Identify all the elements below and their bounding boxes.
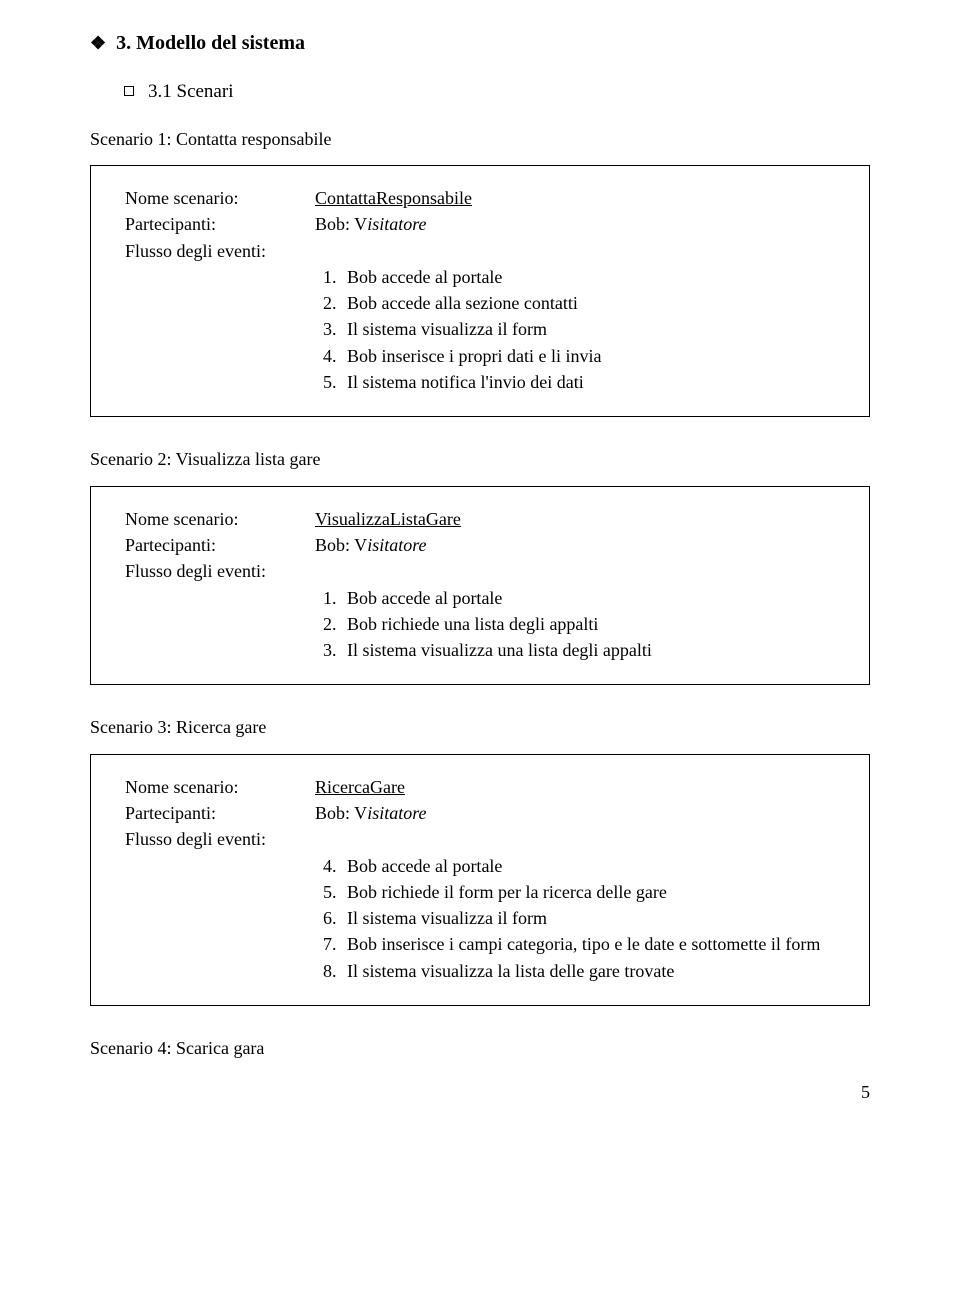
diamond-icon: ❖: [90, 31, 106, 55]
scenario-2-title: Scenario 2: Visualizza lista gare: [90, 447, 870, 471]
label-nome-scenario: Nome scenario:: [125, 775, 315, 799]
table-row: Nome scenario: ContattaResponsabile: [125, 186, 841, 210]
list-item: Bob richiede il form per la ricerca dell…: [341, 880, 841, 904]
table-row: Partecipanti: Bob: Visitatore: [125, 212, 841, 236]
table-row: Flusso degli eventi:: [125, 827, 841, 851]
scenario-3-steps: Bob accede al portale Bob richiede il fo…: [315, 854, 841, 983]
page-number: 5: [90, 1080, 870, 1104]
list-item: Bob inserisce i campi categoria, tipo e …: [341, 932, 841, 956]
section-heading-text: 3. Modello del sistema: [116, 32, 305, 54]
list-item: Il sistema visualizza il form: [341, 317, 841, 341]
list-item: Bob accede al portale: [341, 586, 841, 610]
label-partecipanti: Partecipanti:: [125, 533, 315, 557]
scenario-2-steps: Bob accede al portale Bob richiede una l…: [315, 586, 841, 663]
label-flusso: Flusso degli eventi:: [125, 239, 315, 263]
list-item: Il sistema visualizza il form: [341, 906, 841, 930]
table-row: Flusso degli eventi:: [125, 239, 841, 263]
label-nome-scenario: Nome scenario:: [125, 186, 315, 210]
table-row: Partecipanti: Bob: Visitatore: [125, 533, 841, 557]
scenario-3-title: Scenario 3: Ricerca gare: [90, 715, 870, 739]
list-item: Bob accede al portale: [341, 854, 841, 878]
scenario-1-name: ContattaResponsabile: [315, 186, 841, 210]
scenario-3-name: RicercaGare: [315, 775, 841, 799]
list-item: Bob richiede una lista degli appalti: [341, 612, 841, 636]
scenario-3-participant: Bob: Visitatore: [315, 801, 841, 825]
list-item: Bob inserisce i propri dati e li invia: [341, 344, 841, 368]
scenario-2-box: Nome scenario: VisualizzaListaGare Parte…: [90, 486, 870, 686]
subsection-heading: 3.1 Scenari: [124, 79, 870, 105]
label-partecipanti: Partecipanti:: [125, 212, 315, 236]
scenario-3-box: Nome scenario: RicercaGare Partecipanti:…: [90, 754, 870, 1006]
scenario-1-steps: Bob accede al portale Bob accede alla se…: [315, 265, 841, 394]
subsection-text: 3.1 Scenari: [148, 81, 233, 102]
table-row: Nome scenario: VisualizzaListaGare: [125, 507, 841, 531]
label-partecipanti: Partecipanti:: [125, 801, 315, 825]
list-item: Il sistema visualizza la lista delle gar…: [341, 959, 841, 983]
scenario-1-title: Scenario 1: Contatta responsabile: [90, 127, 870, 151]
list-item: Bob accede al portale: [341, 265, 841, 289]
table-row: Partecipanti: Bob: Visitatore: [125, 801, 841, 825]
list-item: Bob accede alla sezione contatti: [341, 291, 841, 315]
section-heading: ❖ 3. Modello del sistema: [90, 30, 870, 57]
scenario-1-participant: Bob: Visitatore: [315, 212, 841, 236]
scenario-2-name: VisualizzaListaGare: [315, 507, 841, 531]
scenario-2-participant: Bob: Visitatore: [315, 533, 841, 557]
table-row: Flusso degli eventi:: [125, 559, 841, 583]
scenario-4-title: Scenario 4: Scarica gara: [90, 1036, 870, 1060]
list-item: Il sistema notifica l'invio dei dati: [341, 370, 841, 394]
label-flusso: Flusso degli eventi:: [125, 559, 315, 583]
scenario-1-box: Nome scenario: ContattaResponsabile Part…: [90, 165, 870, 417]
table-row: Nome scenario: RicercaGare: [125, 775, 841, 799]
label-nome-scenario: Nome scenario:: [125, 507, 315, 531]
list-item: Il sistema visualizza una lista degli ap…: [341, 638, 841, 662]
square-icon: [124, 86, 134, 96]
label-flusso: Flusso degli eventi:: [125, 827, 315, 851]
